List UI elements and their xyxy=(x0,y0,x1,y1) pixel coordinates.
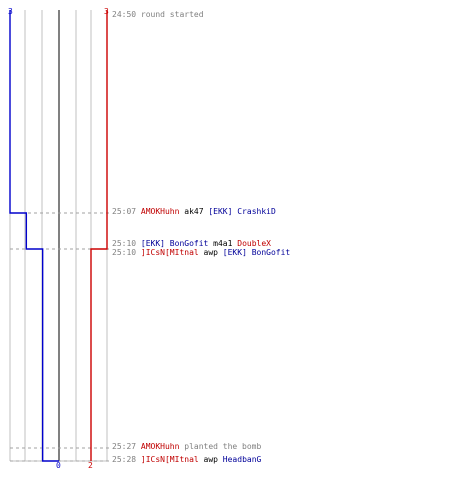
event-line: 25:07 AMOKHuhn ak47 [EKK] CrashkiD xyxy=(112,207,276,216)
event-text: [EKK] BonGofit xyxy=(222,248,291,257)
event-text: round started xyxy=(140,10,204,19)
event-time: 25:10 xyxy=(112,239,141,248)
event-line: 24:50 round started xyxy=(112,10,204,19)
bottom-right-count: 2 xyxy=(88,461,93,470)
event-text: AMOKHuhn xyxy=(140,207,180,216)
team-a-alive-line xyxy=(9,10,59,462)
event-text: planted the bomb xyxy=(179,442,262,451)
event-time: 25:07 xyxy=(112,207,141,216)
event-text: ]ICsN[MItnal xyxy=(140,248,199,257)
top-left-count: 3 xyxy=(8,7,13,16)
event-text: awp xyxy=(198,455,223,464)
event-text: ]ICsN[MItnal xyxy=(140,455,199,464)
event-time: 24:50 xyxy=(112,10,141,19)
event-text: awp xyxy=(198,248,223,257)
event-time: 25:27 xyxy=(112,442,141,451)
event-text: m4a1 xyxy=(208,239,238,248)
event-text: DoubleX xyxy=(237,239,271,248)
top-right-count: 3 xyxy=(104,7,109,16)
event-line: 25:27 AMOKHuhn planted the bomb xyxy=(112,442,261,451)
bottom-left-count: 0 xyxy=(56,461,61,470)
event-text: AMOKHuhn xyxy=(140,442,180,451)
event-text: ak47 xyxy=(179,207,209,216)
event-time: 25:28 xyxy=(112,455,141,464)
event-line: 25:10 ]ICsN[MItnal awp [EKK] BonGofit xyxy=(112,248,290,257)
event-text: [EKK] BonGofit xyxy=(140,239,209,248)
event-line: 25:10 [EKK] BonGofit m4a1 DoubleX xyxy=(112,239,271,248)
event-text: [EKK] CrashkiD xyxy=(208,207,276,216)
event-time: 25:10 xyxy=(112,248,141,257)
event-text: HeadbanG xyxy=(222,455,262,464)
team-b-alive-line xyxy=(90,10,108,461)
event-line: 25:28 ]ICsN[MItnal awp HeadbanG xyxy=(112,455,261,464)
